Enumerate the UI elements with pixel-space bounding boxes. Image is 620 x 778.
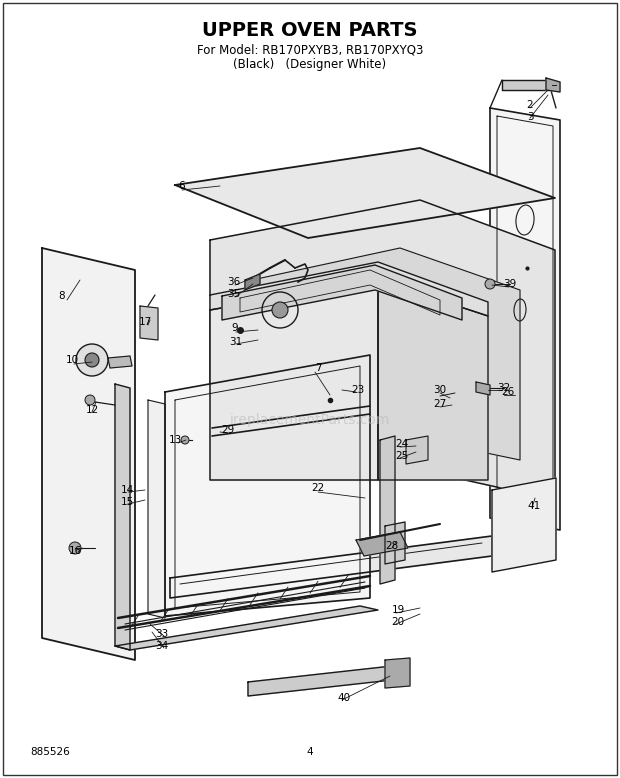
- Text: 9: 9: [232, 323, 238, 333]
- Text: For Model: RB170PXYB3, RB170PXYQ3: For Model: RB170PXYB3, RB170PXYQ3: [197, 44, 423, 57]
- Polygon shape: [210, 200, 555, 510]
- Circle shape: [181, 436, 189, 444]
- Text: 32: 32: [497, 383, 511, 393]
- Polygon shape: [248, 666, 392, 696]
- Polygon shape: [42, 248, 135, 660]
- Text: 19: 19: [391, 605, 405, 615]
- Text: 33: 33: [156, 629, 169, 639]
- Text: 29: 29: [221, 425, 234, 435]
- Text: 25: 25: [396, 451, 409, 461]
- Text: 35: 35: [228, 289, 241, 299]
- Polygon shape: [380, 436, 395, 584]
- Text: 40: 40: [337, 693, 350, 703]
- Circle shape: [85, 395, 95, 405]
- Polygon shape: [210, 280, 378, 480]
- Text: 10: 10: [66, 355, 79, 365]
- Polygon shape: [210, 262, 488, 316]
- Circle shape: [69, 542, 81, 554]
- Polygon shape: [378, 280, 488, 480]
- Text: ireplacementParts.com: ireplacementParts.com: [230, 413, 390, 427]
- Text: 3: 3: [526, 112, 533, 122]
- Text: 13: 13: [169, 435, 182, 445]
- Circle shape: [85, 353, 99, 367]
- Text: 12: 12: [86, 405, 99, 415]
- Text: 14: 14: [120, 485, 134, 495]
- Polygon shape: [252, 248, 520, 468]
- Polygon shape: [148, 400, 165, 618]
- Polygon shape: [170, 536, 492, 598]
- Text: 23: 23: [352, 385, 365, 395]
- Text: 8: 8: [59, 291, 65, 301]
- Polygon shape: [108, 356, 132, 368]
- Polygon shape: [356, 532, 408, 556]
- Text: 28: 28: [386, 541, 399, 551]
- Polygon shape: [490, 108, 560, 530]
- Text: 7: 7: [315, 363, 321, 373]
- Text: 31: 31: [229, 337, 242, 347]
- Text: 30: 30: [433, 385, 446, 395]
- Text: 41: 41: [528, 501, 541, 511]
- Circle shape: [485, 279, 495, 289]
- Text: 4: 4: [307, 747, 313, 757]
- Polygon shape: [245, 274, 260, 290]
- Text: 34: 34: [156, 641, 169, 651]
- Text: 6: 6: [179, 181, 185, 191]
- Text: 885526: 885526: [30, 747, 69, 757]
- Text: 15: 15: [120, 497, 134, 507]
- Text: 36: 36: [228, 277, 241, 287]
- Text: (Black)   (Designer White): (Black) (Designer White): [234, 58, 386, 71]
- Polygon shape: [165, 355, 370, 616]
- Circle shape: [76, 344, 108, 376]
- Text: 20: 20: [391, 617, 405, 627]
- Polygon shape: [385, 522, 405, 564]
- Text: 26: 26: [502, 387, 515, 397]
- Text: 16: 16: [68, 546, 82, 556]
- Polygon shape: [502, 80, 548, 90]
- Polygon shape: [115, 384, 130, 650]
- Polygon shape: [222, 265, 462, 320]
- Text: 17: 17: [138, 317, 152, 327]
- Polygon shape: [476, 382, 490, 395]
- Polygon shape: [546, 78, 560, 92]
- Text: 39: 39: [503, 279, 516, 289]
- Polygon shape: [115, 606, 378, 650]
- Text: 27: 27: [433, 399, 446, 409]
- Polygon shape: [406, 436, 428, 464]
- Polygon shape: [492, 478, 556, 572]
- Text: 24: 24: [396, 439, 409, 449]
- Polygon shape: [175, 148, 555, 238]
- Text: UPPER OVEN PARTS: UPPER OVEN PARTS: [202, 20, 418, 40]
- Text: 22: 22: [311, 483, 325, 493]
- Polygon shape: [385, 658, 410, 688]
- Circle shape: [272, 302, 288, 318]
- Text: 2: 2: [526, 100, 533, 110]
- Polygon shape: [140, 306, 158, 340]
